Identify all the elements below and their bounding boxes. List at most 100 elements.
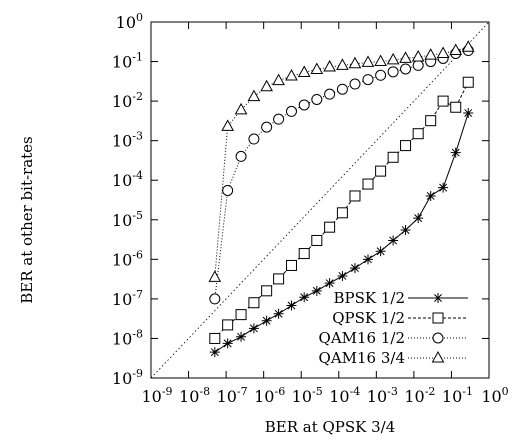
data-point	[248, 323, 259, 334]
data-point	[348, 56, 362, 69]
data-point	[449, 43, 463, 56]
data-point	[272, 73, 285, 86]
tick-exponent: -4	[350, 385, 361, 398]
tick-exponent: -2	[425, 385, 436, 398]
data-point	[297, 65, 311, 77]
data-point	[323, 59, 336, 72]
tick-base: 10	[116, 13, 136, 32]
plot-frame	[150, 21, 490, 379]
data-point	[311, 234, 323, 246]
data-point	[285, 259, 297, 271]
data-point	[375, 165, 387, 177]
tick-exponent: -8	[199, 385, 210, 398]
data-point	[324, 221, 336, 233]
data-point	[261, 315, 272, 326]
y-tick-label: 10-8	[112, 327, 143, 348]
data-point	[450, 101, 462, 113]
data-point	[387, 151, 399, 163]
series-line	[214, 46, 469, 278]
tick-exponent: -8	[132, 327, 143, 340]
data-point	[463, 108, 474, 119]
x-axis-title: BER at QPSK 3/4	[265, 418, 396, 436]
legend-label: QAM16 1/2	[319, 329, 405, 347]
data-point	[412, 59, 424, 71]
data-point	[361, 55, 375, 67]
legend-marker	[432, 332, 444, 344]
x-tick-label: 10-8	[179, 385, 210, 406]
data-point	[437, 95, 449, 107]
legend-marker	[433, 293, 443, 303]
data-point	[273, 273, 285, 285]
y-axis-title: BER at other bit-rates	[18, 136, 36, 304]
y-tick-label: 10-4	[112, 169, 143, 190]
tick-exponent: -1	[132, 51, 143, 64]
legend-marker	[432, 312, 444, 324]
tick-exponent: -1	[462, 385, 473, 398]
data-point	[438, 182, 449, 193]
data-point	[375, 246, 386, 257]
axes-layer: 10-9 10-8 10-7 10-6 10-5 10-4 10-3 10-2 10-1 1001…	[112, 11, 509, 406]
tick-base: 10	[141, 387, 161, 406]
tick-exponent: -5	[312, 385, 323, 398]
tick-exponent: -3	[387, 385, 398, 398]
data-point	[362, 178, 374, 190]
series-layer	[208, 40, 475, 358]
data-point	[324, 278, 335, 289]
y-tick-label: 100	[116, 11, 143, 32]
reference-line	[150, 21, 490, 379]
legend-label: QPSK 1/2	[332, 309, 405, 327]
data-point	[285, 105, 297, 117]
x-tick-label: 10-9	[141, 385, 172, 406]
data-point	[222, 338, 233, 349]
legend-label: BPSK 1/2	[333, 289, 405, 307]
data-point	[273, 113, 285, 125]
tick-exponent: 0	[136, 11, 143, 24]
data-point	[424, 48, 438, 60]
data-point	[425, 115, 437, 127]
tick-base: 10	[442, 387, 462, 406]
data-point	[209, 293, 221, 305]
x-tick-label: 10-2	[404, 385, 435, 406]
x-tick-label: 10-5	[292, 385, 323, 406]
data-point	[247, 89, 261, 102]
tick-exponent: -4	[132, 169, 143, 182]
data-point	[436, 46, 450, 58]
data-point	[363, 254, 374, 265]
x-tick-label: 10-4	[329, 385, 360, 406]
tick-exponent: -3	[132, 130, 143, 143]
tick-exponent: -2	[132, 90, 143, 103]
data-point	[286, 300, 297, 311]
series-bpsk-1-2	[209, 108, 474, 358]
legend-marker	[431, 350, 445, 363]
data-point	[298, 248, 310, 260]
x-tick-label: 100	[481, 385, 508, 406]
y-tick-label: 10-5	[112, 209, 143, 230]
tick-base: 10	[254, 387, 274, 406]
tick-base: 10	[329, 387, 349, 406]
data-point	[311, 285, 322, 296]
tick-exponent: -9	[132, 367, 143, 380]
data-point	[411, 50, 425, 62]
data-point	[336, 58, 349, 70]
reference-line-layer	[150, 21, 490, 379]
data-point	[400, 63, 412, 75]
tick-base: 10	[367, 387, 387, 406]
tick-base: 10	[112, 53, 132, 72]
x-tick-label: 10-3	[367, 385, 398, 406]
y-tick-label: 10-2	[112, 90, 143, 111]
y-tick-label: 10-7	[112, 288, 143, 309]
y-tick-label: 10-9	[112, 367, 143, 388]
data-point	[248, 133, 260, 145]
data-point	[388, 235, 399, 246]
x-tick-label: 10-1	[442, 385, 473, 406]
tick-exponent: -7	[237, 385, 248, 398]
data-point	[261, 285, 273, 297]
data-point	[236, 331, 247, 342]
data-point	[450, 147, 461, 158]
plot-border	[150, 21, 490, 379]
data-point	[399, 51, 412, 63]
data-point	[412, 128, 424, 140]
data-point	[222, 184, 234, 196]
tick-base: 10	[112, 92, 132, 111]
